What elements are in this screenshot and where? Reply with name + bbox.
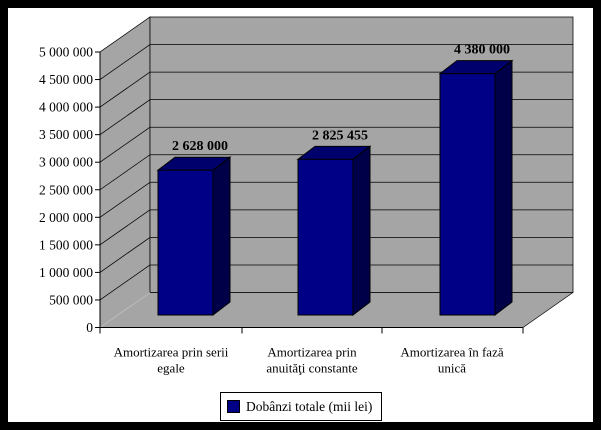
bar-side-1	[352, 145, 371, 317]
left-wall-gridline	[99, 209, 151, 246]
value-label-0: 2 628 000	[172, 139, 228, 154]
left-wall-gridline	[99, 99, 151, 135]
left-wall-gridline	[99, 237, 151, 273]
category-label-2-line2: unică	[438, 361, 466, 376]
category-label-2-line1: Amortizarea în fază	[400, 345, 503, 360]
bar-front-0	[157, 169, 214, 316]
category-label-0-line2: egale	[157, 361, 185, 376]
ytick-label-6: 3 000 000	[39, 155, 93, 170]
legend: Dobânzi totale (mii lei)	[220, 392, 382, 421]
left-wall-gridline	[99, 71, 151, 108]
ytick-label-2: 1 000 000	[39, 265, 93, 280]
ytick-label-5: 2 500 000	[39, 182, 93, 197]
bar-front-1	[297, 158, 354, 316]
left-wall-gridline	[99, 181, 151, 218]
ytick-label-9: 4 500 000	[39, 72, 93, 87]
value-label-2: 4 380 000	[454, 43, 510, 58]
category-label-1-line2: anuităţi constante	[266, 361, 358, 376]
left-wall-gridline	[99, 154, 151, 191]
left-wall-gridline	[99, 44, 151, 80]
ytick-label-1: 500 000	[49, 292, 93, 307]
ytick-label-4: 2 000 000	[39, 210, 93, 225]
category-label-0-line1: Amortizarea prin serii	[114, 345, 229, 360]
floor-left-edge	[99, 292, 151, 328]
legend-label: Dobânzi totale (mii lei)	[246, 398, 373, 414]
left-wall-gridline	[99, 264, 151, 301]
category-label-1-line1: Amortizarea prin	[267, 345, 357, 360]
bar-side-2	[494, 59, 513, 317]
ytick-label-3: 1 500 000	[39, 237, 93, 252]
legend-swatch-icon	[227, 400, 240, 413]
bar-side-0	[212, 156, 231, 317]
ytick-label-0: 0	[86, 320, 93, 335]
value-label-1: 2 825 455	[312, 128, 368, 143]
ytick-label-10: 5 000 000	[39, 45, 93, 60]
ytick-label-7: 3 500 000	[39, 127, 93, 142]
left-wall-gridline	[99, 126, 151, 163]
floor-right-edge	[522, 292, 574, 328]
bar-front-2	[439, 73, 496, 316]
ytick-label-8: 4 000 000	[39, 100, 93, 115]
